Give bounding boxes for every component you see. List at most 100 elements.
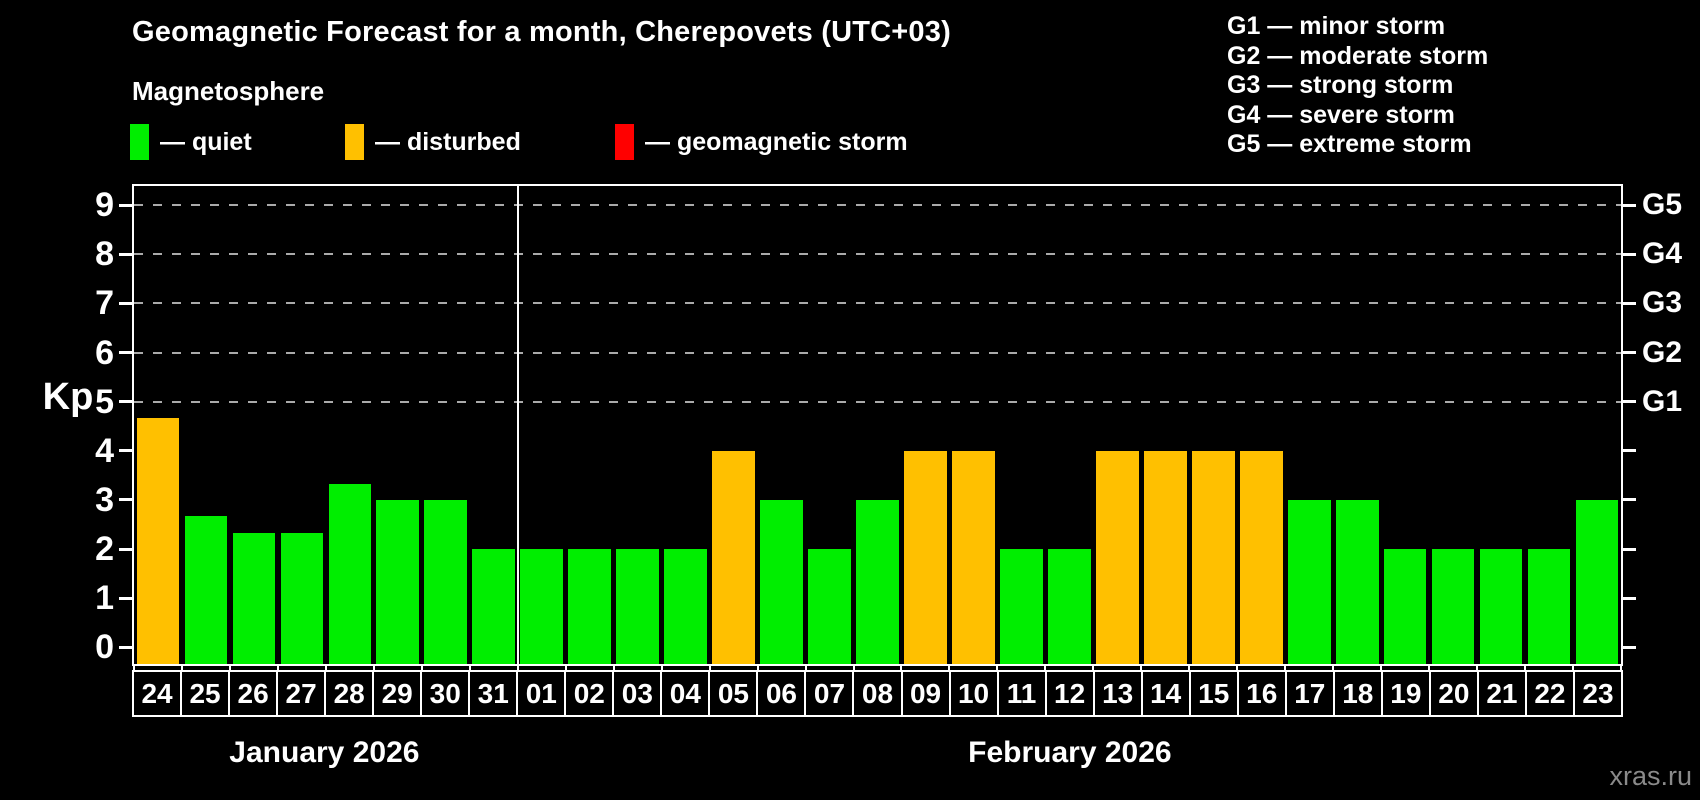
kp-bar-day-16: [1239, 450, 1283, 664]
month-labels: January 2026 February 2026: [132, 736, 1623, 778]
date-label-26: 26: [228, 670, 279, 717]
y-tick-left-2: [119, 547, 132, 551]
kp-bar-day-13: [1095, 450, 1139, 664]
date-label-03: 03: [612, 670, 663, 717]
date-label-17: 17: [1284, 670, 1335, 717]
kp-bar-day-18: [1335, 499, 1379, 664]
y-tick-label-5: 5: [95, 382, 114, 421]
date-label-09: 09: [900, 670, 951, 717]
date-label-02: 02: [564, 670, 615, 717]
date-label-31: 31: [468, 670, 519, 717]
date-label-22: 22: [1524, 670, 1575, 717]
kp-bar-day-21: [1479, 549, 1523, 664]
x-tick-4: [324, 664, 327, 670]
month-label: February 2026: [968, 736, 1172, 769]
date-label-16: 16: [1236, 670, 1287, 717]
x-tick-20: [1092, 664, 1095, 670]
right-axis-label-G5: G5: [1642, 188, 1683, 222]
date-label-27: 27: [276, 670, 327, 717]
date-label-24: 24: [132, 670, 183, 717]
kp-bar-day-06: [760, 499, 803, 664]
x-tick-30: [1572, 664, 1575, 670]
x-tick-24: [1284, 664, 1287, 670]
y-tick-left-1: [119, 596, 132, 600]
x-tick-0: [133, 664, 135, 670]
kp-bar-day-02: [568, 549, 612, 664]
x-tick-13: [756, 664, 759, 670]
gridline-kp6: [134, 351, 1621, 354]
y-tick-label-9: 9: [95, 186, 114, 225]
y-tick-left-7: [119, 301, 132, 305]
y-tick-right-8: [1623, 252, 1636, 256]
x-tick-27: [1428, 664, 1431, 670]
kp-bar-day-22: [1527, 549, 1571, 664]
y-tick-right-1: [1623, 596, 1636, 600]
kp-bar-day-23: [1575, 499, 1619, 664]
kp-bar-day-08: [856, 499, 899, 664]
date-label-29: 29: [372, 670, 423, 717]
kp-bar-day-11: [1000, 549, 1043, 664]
date-label-18: 18: [1332, 670, 1383, 717]
x-tick-25: [1332, 664, 1335, 670]
storm-color-swatch-icon: [615, 124, 634, 160]
kp-bar-day-04: [664, 549, 707, 664]
storm-scale-legend: G1 — minor storm G2 — moderate storm G3 — …: [1227, 12, 1488, 160]
gscale-line-1: G1 — minor storm: [1227, 12, 1446, 40]
date-label-10: 10: [948, 670, 999, 717]
month-label: January 2026: [229, 736, 420, 769]
kp-bar-day-19: [1383, 549, 1427, 664]
kp-bar-day-17: [1287, 499, 1331, 664]
date-label-04: 04: [660, 670, 711, 717]
y-tick-right-9: [1623, 203, 1636, 207]
date-label-19: 19: [1380, 670, 1431, 717]
date-label-15: 15: [1188, 670, 1239, 717]
kp-bar-day-15: [1191, 450, 1235, 664]
kp-bar-day-12: [1048, 549, 1091, 664]
legend-item-label: — geomagnetic storm: [645, 127, 908, 156]
y-tick-left-6: [119, 351, 132, 355]
x-tick-17: [948, 664, 951, 670]
date-label-25: 25: [180, 670, 231, 717]
y-tick-left-8: [119, 252, 132, 256]
date-label-13: 13: [1092, 670, 1143, 717]
y-tick-label-8: 8: [95, 235, 114, 274]
x-tick-31: [1620, 664, 1622, 670]
y-tick-right-3: [1623, 498, 1636, 502]
x-tick-15: [852, 664, 855, 670]
y-tick-right-4: [1623, 449, 1636, 453]
y-tick-right-5: [1623, 400, 1636, 404]
x-tick-22: [1188, 664, 1191, 670]
y-tick-label-7: 7: [95, 284, 114, 323]
legend-item-disturbed: — disturbed: [345, 122, 521, 162]
x-tick-14: [804, 664, 807, 670]
kp-bar-day-30: [424, 499, 468, 664]
y-tick-left-3: [119, 498, 132, 502]
disturbed-color-swatch-icon: [345, 124, 364, 160]
legend-item-storm: — geomagnetic storm: [615, 122, 908, 162]
x-tick-12: [708, 664, 711, 670]
date-label-08: 08: [852, 670, 903, 717]
x-tick-18: [996, 664, 999, 670]
x-tick-7: [468, 664, 471, 670]
kp-bar-day-10: [952, 450, 995, 664]
kp-bar-day-26: [232, 532, 276, 664]
date-label-30: 30: [420, 670, 471, 717]
x-tick-21: [1140, 664, 1143, 670]
x-tick-16: [900, 664, 903, 670]
kp-bar-day-27: [280, 532, 324, 664]
y-tick-label-0: 0: [95, 628, 114, 667]
y-tick-left-5: [119, 400, 132, 404]
y-tick-left-9: [119, 203, 132, 207]
kp-bar-day-24: [136, 417, 180, 664]
kp-bar-day-07: [808, 549, 851, 664]
kp-bar-day-20: [1431, 549, 1475, 664]
right-axis-label-G1: G1: [1642, 384, 1683, 418]
y-tick-right-7: [1623, 301, 1636, 305]
x-tick-1: [180, 664, 183, 670]
date-label-11: 11: [996, 670, 1047, 717]
gridline-kp8: [134, 253, 1621, 256]
y-tick-left-0: [119, 645, 132, 649]
kp-bar-day-25: [184, 516, 228, 664]
date-label-20: 20: [1428, 670, 1479, 717]
